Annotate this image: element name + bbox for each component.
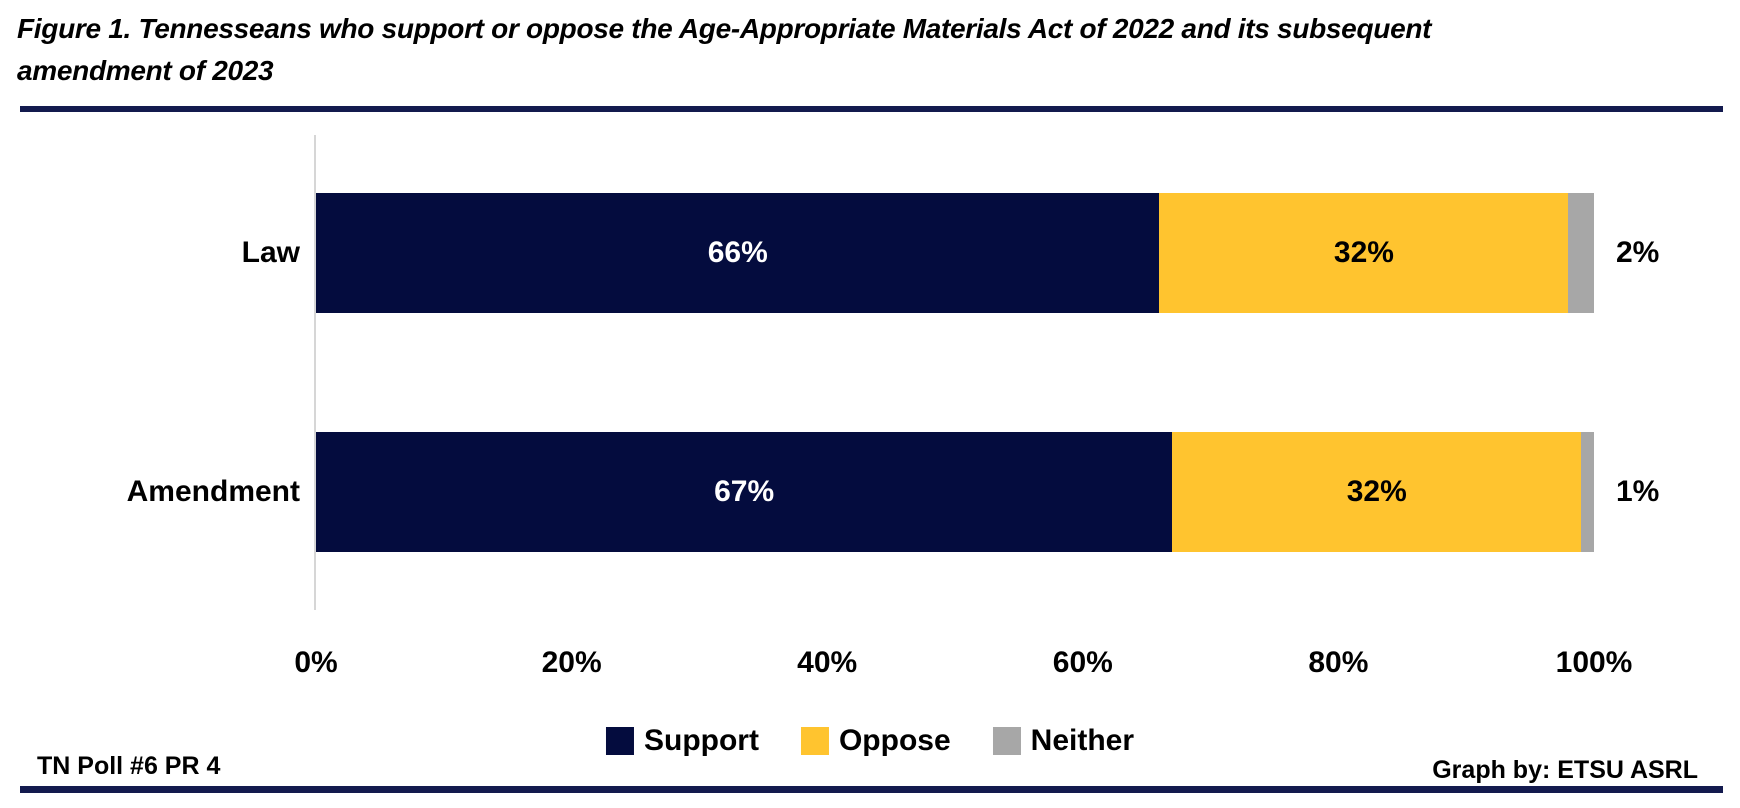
x-tick-label-20: 20% <box>541 646 602 679</box>
top-divider <box>20 106 1723 112</box>
legend-swatch-neither-icon <box>992 727 1021 755</box>
bar-segment-oppose-law: 32% <box>1159 193 1569 313</box>
data-label-neither-amendment: 1% <box>1616 475 1660 508</box>
data-label-oppose-law: 32% <box>1333 236 1394 269</box>
legend-item-neither: Neither <box>992 724 1135 758</box>
graph-credit-label: Graph by: ETSU ASRL <box>1432 756 1698 784</box>
bar-row-law: 66% 32% 2% <box>316 193 1659 313</box>
data-label-neither-law: 2% <box>1616 236 1660 269</box>
bar-segment-support-law: 66% <box>316 193 1160 313</box>
bar-segment-neither-amendment <box>1581 432 1594 552</box>
plot-area: 66% 32% 2% Law 67% 32% 1% Amendment 0% 20% 40% 60% 8… <box>127 135 1659 679</box>
legend-item-support: Support <box>605 724 759 758</box>
data-label-oppose-amendment: 32% <box>1346 475 1407 508</box>
poll-source-label: TN Poll #6 PR 4 <box>37 752 221 780</box>
bar-segment-oppose-amendment: 32% <box>1172 432 1582 552</box>
bottom-divider <box>20 786 1723 793</box>
legend-label-neither: Neither <box>1030 724 1135 757</box>
x-tick-label-0: 0% <box>294 646 338 679</box>
x-tick-label-100: 100% <box>1555 646 1633 679</box>
x-tick-label-60: 60% <box>1052 646 1113 679</box>
category-label-law: Law <box>241 236 300 269</box>
bar-row-amendment: 67% 32% 1% <box>316 432 1659 552</box>
legend-swatch-support-icon <box>605 727 634 755</box>
x-tick-label-80: 80% <box>1308 646 1369 679</box>
legend: Support Oppose Neither <box>605 724 1135 758</box>
legend-item-oppose: Oppose <box>800 724 951 758</box>
bar-segment-support-amendment: 67% <box>316 432 1173 552</box>
data-label-support-law: 66% <box>707 236 768 269</box>
x-tick-label-40: 40% <box>797 646 858 679</box>
category-label-amendment: Amendment <box>126 475 300 508</box>
figure-title: Figure 1. Tennesseans who support or opp… <box>17 13 1432 86</box>
legend-label-support: Support <box>643 724 759 757</box>
data-label-support-amendment: 67% <box>714 475 775 508</box>
legend-swatch-oppose-icon <box>800 727 829 755</box>
bar-segment-neither-law <box>1568 193 1594 313</box>
legend-label-oppose: Oppose <box>838 724 951 757</box>
